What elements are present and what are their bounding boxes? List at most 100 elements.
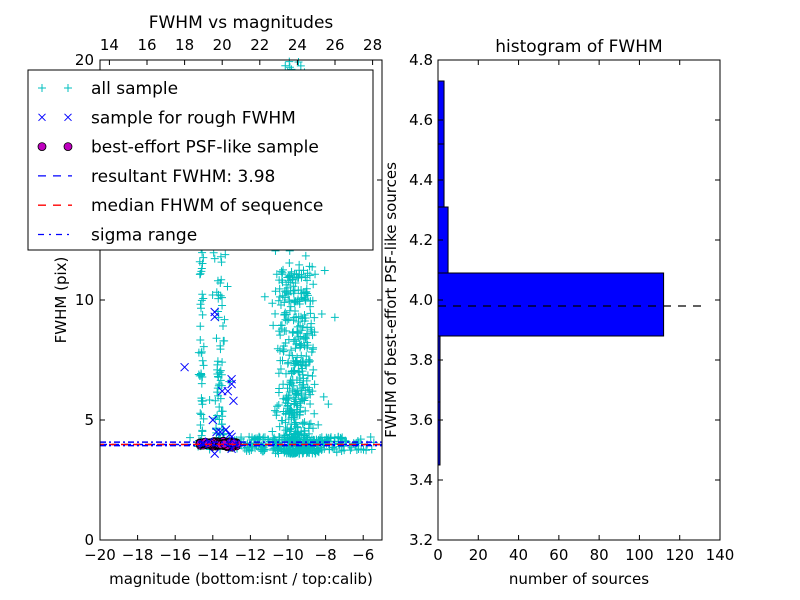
scatter-ticks: −20−18−16−14−12−10−8−6051015201416182022… xyxy=(75,36,382,564)
scatter-xlabel: magnitude (bottom:isnt / top:calib) xyxy=(109,570,373,588)
all-sample-point xyxy=(303,269,312,278)
all-sample-point xyxy=(280,287,289,296)
all-sample-point xyxy=(186,433,195,442)
legend-entry: median FHWM of sequence xyxy=(38,196,323,216)
all-sample-point xyxy=(259,433,268,442)
legend-entry: sample for rough FWHM xyxy=(38,108,296,128)
all-sample-point xyxy=(297,351,306,360)
all-sample-point xyxy=(306,419,315,428)
all-sample-point xyxy=(198,372,207,381)
all-sample-point xyxy=(317,310,326,319)
plus-marker-icon xyxy=(64,84,72,92)
all-sample-point xyxy=(286,376,295,385)
all-sample-point xyxy=(216,366,225,375)
all-sample-point xyxy=(218,301,227,310)
y-tick-label: 3.4 xyxy=(409,471,433,489)
all-sample-point xyxy=(271,287,280,296)
all-sample-point xyxy=(290,400,299,409)
all-sample-point xyxy=(354,444,363,453)
all-sample-point xyxy=(274,296,283,305)
histogram-xlabel: number of sources xyxy=(509,570,649,588)
all-sample-point xyxy=(273,402,282,411)
circle-marker-icon xyxy=(63,142,73,152)
all-sample-point xyxy=(195,257,204,266)
y-tick-label: 4.0 xyxy=(409,291,433,309)
all-sample-point xyxy=(295,266,304,275)
all-sample-point xyxy=(219,429,228,438)
all-sample-point xyxy=(196,335,205,344)
all-sample-point xyxy=(196,269,205,278)
all-sample-point xyxy=(281,61,290,70)
all-sample-point xyxy=(275,276,284,285)
all-sample-point xyxy=(198,290,207,299)
all-sample-point xyxy=(300,446,309,455)
x-tick-label: −6 xyxy=(352,546,374,564)
all-sample-point xyxy=(279,265,288,274)
all-sample-point xyxy=(302,376,311,385)
all-sample-point xyxy=(284,276,293,285)
all-sample-point xyxy=(281,315,290,324)
top-x-tick-label: 20 xyxy=(213,36,232,54)
all-sample-point xyxy=(285,436,294,445)
rough-sample-point xyxy=(217,386,227,396)
x-tick-label: 40 xyxy=(509,546,528,564)
all-sample-point xyxy=(214,391,223,400)
all-sample-point xyxy=(296,341,305,350)
all-sample-point xyxy=(309,365,318,374)
all-sample-point xyxy=(213,388,222,397)
all-sample-point xyxy=(220,336,229,345)
all-sample-point xyxy=(303,323,312,332)
all-sample-point xyxy=(197,379,206,388)
all-sample-point xyxy=(283,402,292,411)
all-sample-point xyxy=(270,433,279,442)
all-sample-point xyxy=(330,313,339,322)
all-sample-point xyxy=(247,446,256,455)
histogram-plot: 0 20 40 60 80 100 120 140 3.2 3.4 3.6 3.8 4.0 4.2 4.4 4… xyxy=(382,37,734,588)
all-sample-point xyxy=(259,443,268,452)
all-sample-point xyxy=(199,294,208,303)
x-tick-label: 20 xyxy=(469,546,488,564)
all-sample-point xyxy=(197,264,206,273)
all-sample-point xyxy=(356,435,365,444)
all-sample-point xyxy=(196,409,205,418)
all-sample-point xyxy=(296,358,305,367)
y-tick-label: 4.6 xyxy=(409,111,433,129)
legend-label: median FHWM of sequence xyxy=(91,196,323,216)
all-sample-point xyxy=(295,368,304,377)
all-sample-point xyxy=(310,313,319,322)
all-sample-point xyxy=(217,420,226,429)
all-sample-point xyxy=(215,403,224,412)
all-sample-point xyxy=(297,384,306,393)
all-sample-point xyxy=(275,422,284,431)
x-tick-label: −18 xyxy=(122,546,154,564)
all-sample-point xyxy=(292,270,301,279)
all-sample-point xyxy=(291,395,300,404)
x-tick-label: −12 xyxy=(235,546,267,564)
legend-label: best-effort PSF-like sample xyxy=(91,138,319,158)
all-sample-point xyxy=(301,251,310,260)
all-sample-point xyxy=(306,309,315,318)
legend-label: resultant FWHM: 3.98 xyxy=(91,167,275,187)
all-sample-point xyxy=(260,292,269,301)
all-sample-point xyxy=(309,280,318,289)
all-sample-point xyxy=(273,446,282,455)
all-sample-point xyxy=(302,433,311,442)
rough-sample-point xyxy=(208,415,218,425)
legend-entry: resultant FWHM: 3.98 xyxy=(38,167,275,187)
y-tick-label: 3.8 xyxy=(409,351,433,369)
legend-entry: best-effort PSF-like sample xyxy=(37,138,319,158)
all-sample-point xyxy=(294,333,303,342)
all-sample-point xyxy=(291,418,300,427)
top-x-tick-label: 26 xyxy=(325,36,344,54)
top-x-tick-label: 24 xyxy=(288,36,307,54)
y-tick-label: 10 xyxy=(75,291,94,309)
all-sample-point xyxy=(288,328,297,337)
all-sample-point xyxy=(215,415,224,424)
all-sample-point xyxy=(317,433,326,442)
all-sample-point xyxy=(276,331,285,340)
all-sample-point xyxy=(279,341,288,350)
x-tick-label: 60 xyxy=(549,546,568,564)
all-sample-point xyxy=(278,416,287,425)
x-tick-label: −16 xyxy=(159,546,191,564)
all-sample-point xyxy=(274,369,283,378)
